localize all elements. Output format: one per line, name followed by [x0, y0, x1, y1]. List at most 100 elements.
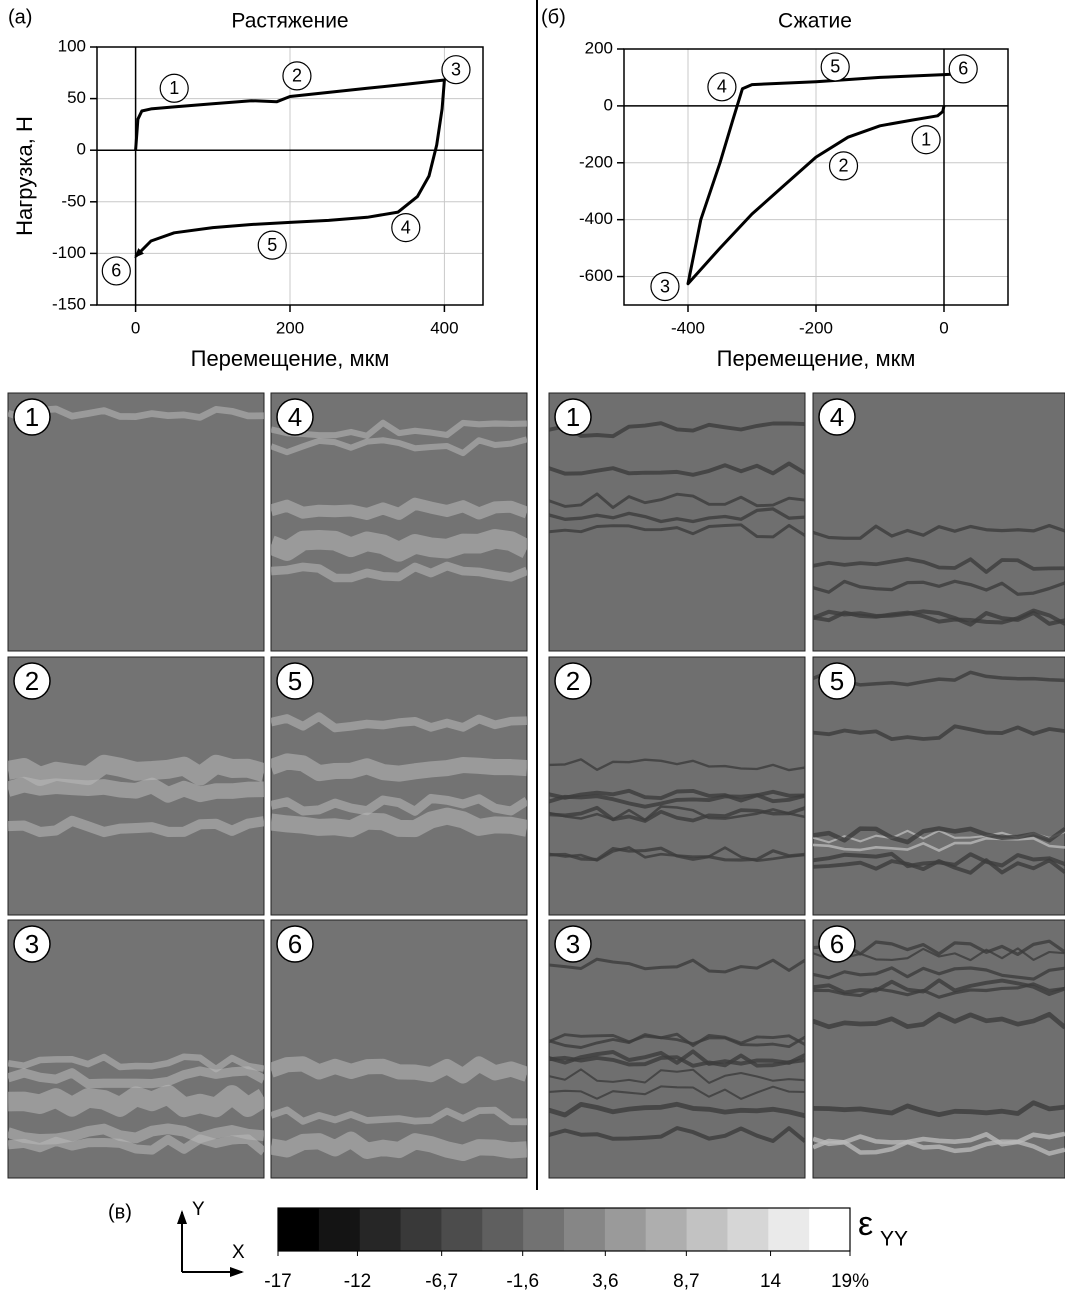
colorbar-tick-label: 3,6 [592, 1271, 618, 1292]
texture-band [271, 1131, 527, 1162]
texture-band [271, 436, 527, 457]
panel-number-circle [276, 662, 314, 700]
strain-map: 4 [812, 392, 1065, 652]
texture-band [8, 776, 264, 803]
colorbar-tick-label: -12 [344, 1271, 371, 1292]
texture-band [549, 805, 805, 823]
plot-frame [623, 48, 1009, 306]
panel-number: 6 [288, 929, 302, 959]
panel-number: 3 [566, 929, 580, 959]
colorbar-cell [318, 1208, 361, 1251]
strain-map: 4 [270, 392, 528, 652]
plot-frame [96, 46, 484, 306]
chart-title: Растяжение [231, 10, 348, 33]
colorbar-tick-label: 14 [760, 1271, 782, 1292]
texture-band [549, 1068, 805, 1084]
map-texture [8, 405, 264, 423]
annotation-circle [282, 61, 312, 91]
texture-band [271, 497, 527, 521]
annotation-text: 6 [111, 261, 121, 281]
x-tick-label: 400 [430, 318, 458, 337]
annotation-text: 2 [839, 156, 849, 176]
annotation-text: 4 [717, 77, 727, 97]
map-texture [549, 758, 805, 863]
texture-band [549, 846, 805, 863]
texture-band [271, 419, 527, 439]
data-line [134, 78, 446, 258]
panel-number: 3 [25, 929, 39, 959]
texture-band [271, 1106, 527, 1126]
texture-band [813, 1138, 1065, 1156]
annotation-circle [257, 230, 287, 260]
annotation-circle [707, 72, 737, 102]
data-line [686, 69, 972, 286]
texture-band [271, 561, 527, 583]
map-texture [813, 939, 1065, 1156]
texture-band [813, 724, 1065, 742]
map-texture [8, 754, 264, 838]
texture-band [8, 405, 264, 423]
y-tick-label: 0 [77, 140, 86, 159]
panel-number-circle [13, 662, 51, 700]
annotation-text: 4 [401, 217, 411, 237]
map-texture [8, 1053, 264, 1156]
map-texture [271, 712, 527, 838]
texture-band [8, 1053, 264, 1073]
axis-name-x: X [232, 1242, 245, 1263]
colorbar-tick-label: -17 [264, 1271, 291, 1292]
x-tick-label: 0 [131, 318, 140, 337]
panel-number: 4 [288, 402, 302, 432]
colorbar-cell [523, 1208, 565, 1251]
map-background [812, 392, 1065, 652]
x-axis-label: Перемещение, мкм [717, 346, 916, 371]
panel-number-circle [554, 925, 592, 963]
texture-band [549, 1101, 805, 1119]
panel-number-circle [276, 398, 314, 436]
strain-map: 1 [548, 392, 806, 652]
panel-label: (б) [541, 6, 566, 28]
map-background [812, 919, 1065, 1179]
colorbar-tick-label: 8,7 [673, 1271, 699, 1292]
panel-label: (а) [8, 6, 32, 28]
texture-band [271, 807, 527, 838]
annotation-circle [828, 151, 859, 181]
annotation-text: 2 [292, 66, 302, 86]
panel-number-circle [818, 925, 856, 963]
texture-band [549, 793, 805, 809]
y-tick-label: -200 [579, 152, 613, 171]
texture-band [549, 523, 805, 539]
colorbar-cell [278, 1208, 320, 1251]
panel-number: 6 [830, 929, 844, 959]
panel-number: 1 [566, 402, 580, 432]
strain-map: 2 [548, 656, 806, 916]
panel-number: 2 [566, 666, 580, 696]
y-tick-label: 0 [604, 95, 613, 114]
y-tick-label: -400 [579, 209, 613, 228]
annotation-circle [911, 125, 941, 155]
texture-band [271, 712, 527, 733]
map-texture [271, 419, 527, 583]
texture-band [549, 957, 805, 974]
colorbar-cell [359, 1208, 402, 1251]
strain-map: 5 [812, 656, 1065, 916]
texture-band [813, 557, 1065, 574]
panel-number-circle [13, 925, 51, 963]
colorbar-cell [441, 1208, 483, 1251]
panel-number-circle [554, 662, 592, 700]
strain-map: 3 [548, 919, 806, 1179]
texture-band [549, 492, 805, 510]
annotation-text: 5 [830, 57, 840, 77]
texture-band [549, 1085, 805, 1100]
texture-band [813, 1100, 1065, 1118]
y-tick-label: 200 [585, 38, 613, 57]
colorbar-cell [482, 1208, 524, 1251]
colorbar-cell [727, 1208, 769, 1251]
figure-label: (в) [108, 1201, 132, 1223]
texture-band [8, 1084, 264, 1118]
map-background [270, 656, 528, 916]
map-texture [813, 670, 1065, 875]
colorbar-frame [277, 1207, 851, 1252]
panel-number: 4 [830, 402, 844, 432]
texture-band [549, 1032, 805, 1049]
